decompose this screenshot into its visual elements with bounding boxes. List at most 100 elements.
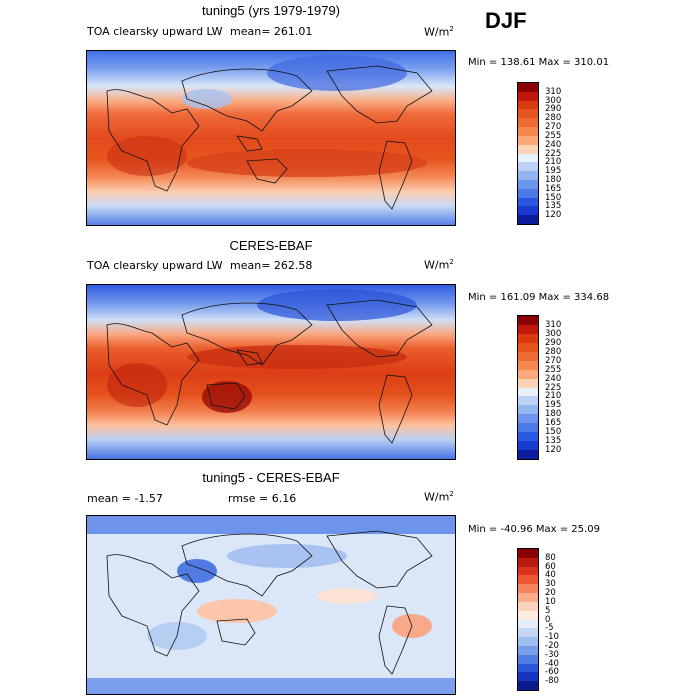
colorbar-tick-label: 290: [545, 104, 562, 115]
colorbar-tick-label: -5: [545, 623, 554, 634]
colorbar-segment: [518, 127, 538, 136]
colorbar-segment: [518, 557, 538, 567]
panel1-map-field: [87, 51, 455, 225]
colorbar-segment: [518, 387, 538, 397]
panel2-title: CERES-EBAF: [229, 238, 313, 253]
colorbar-tick-label: 225: [545, 148, 562, 159]
colorbar-tick-label: 150: [545, 427, 562, 438]
panel1-variable: TOA clearsky upward LW: [87, 25, 223, 38]
colorbar-segment: [518, 83, 538, 92]
colorbar-tick-label: 195: [545, 400, 562, 411]
colorbar-tick-label: 5: [545, 605, 551, 616]
colorbar-segment: [518, 351, 538, 361]
colorbar-tick-label: 40: [545, 570, 556, 581]
colorbar-segment: [518, 396, 538, 406]
colorbar-segment: [518, 171, 538, 180]
colorbar-segment: [518, 610, 538, 620]
colorbar-segment: [518, 672, 538, 682]
colorbar-segment: [518, 153, 538, 163]
colorbar-tick-label: -20: [545, 640, 559, 651]
colorbar-tick-label: 310: [545, 319, 562, 330]
colorbar-tick-label: -60: [545, 667, 559, 678]
panel1-colorbar: [517, 82, 539, 225]
colorbar-segment: [518, 441, 538, 451]
colorbar-tick-label: 255: [545, 130, 562, 141]
colorbar-segment: [518, 663, 538, 673]
colorbar-segment: [518, 619, 538, 629]
panel3-units: W/m2: [424, 490, 454, 504]
panel1-minmax: Min = 138.61 Max = 310.01: [468, 57, 610, 68]
colorbar-segment: [518, 369, 538, 379]
colorbar-segment: [518, 681, 538, 690]
colorbar-tick-label: 180: [545, 174, 562, 185]
colorbar-tick-label: 150: [545, 192, 562, 203]
panel3-mean: mean = -1.57: [87, 492, 163, 505]
panel3-rmse: rmse = 6.16: [228, 492, 297, 505]
colorbar-tick-label: 120: [545, 445, 562, 456]
panel1-mean: mean= 261.01: [230, 25, 313, 38]
colorbar-tick-label: 195: [545, 166, 562, 177]
colorbar-segment: [518, 179, 538, 189]
colorbar-segment: [518, 333, 538, 343]
panel2-map-field: [87, 285, 455, 459]
colorbar-tick-label: -30: [545, 649, 559, 660]
colorbar-tick-label: 120: [545, 210, 562, 221]
colorbar-tick-label: 240: [545, 139, 562, 150]
colorbar-tick-label: 255: [545, 364, 562, 375]
colorbar-tick-label: 135: [545, 201, 562, 212]
panel3-title: tuning5 - CERES-EBAF: [202, 470, 340, 485]
colorbar-segment: [518, 584, 538, 594]
colorbar-tick-label: 310: [545, 86, 562, 97]
panel3-map-field: [87, 516, 455, 694]
colorbar-segment: [518, 118, 538, 128]
colorbar-tick-label: 180: [545, 409, 562, 420]
colorbar-tick-label: 240: [545, 373, 562, 384]
colorbar-segment: [518, 566, 538, 576]
colorbar-tick-label: 135: [545, 436, 562, 447]
colorbar-tick-label: 165: [545, 183, 562, 194]
colorbar-segment: [518, 378, 538, 388]
colorbar-tick-label: 60: [545, 561, 556, 572]
colorbar-segment: [518, 432, 538, 442]
colorbar-segment: [518, 342, 538, 352]
panel1-title: tuning5 (yrs 1979-1979): [201, 3, 341, 18]
colorbar-tick-label: 165: [545, 418, 562, 429]
colorbar-segment: [518, 450, 538, 459]
colorbar-tick-label: 300: [545, 95, 562, 106]
colorbar-tick-label: 290: [545, 337, 562, 348]
colorbar-segment: [518, 414, 538, 424]
colorbar-tick-label: 280: [545, 346, 562, 357]
panel2-mean: mean= 262.58: [230, 259, 313, 272]
colorbar-tick-label: 20: [545, 588, 556, 599]
colorbar-segment: [518, 593, 538, 602]
colorbar-tick-label: -40: [545, 658, 559, 669]
colorbar-segment: [518, 144, 538, 154]
panel2-colorbar: [517, 315, 539, 460]
colorbar-tick-label: 300: [545, 328, 562, 339]
colorbar-tick-label: 270: [545, 122, 562, 133]
colorbar-tick-label: 280: [545, 113, 562, 124]
colorbar-segment: [518, 637, 538, 646]
panel3-colorbar: [517, 548, 539, 691]
colorbar-tick-label: -80: [545, 676, 559, 687]
panel2-variable: TOA clearsky upward LW: [87, 259, 223, 272]
colorbar-segment: [518, 135, 538, 145]
panel2-minmax: Min = 161.09 Max = 334.68: [468, 292, 610, 303]
season-label: DJF: [485, 8, 527, 33]
colorbar-segment: [518, 654, 538, 664]
colorbar-tick-label: 225: [545, 382, 562, 393]
colorbar-segment: [518, 645, 538, 655]
colorbar-tick-label: 80: [545, 552, 556, 563]
colorbar-segment: [518, 549, 538, 558]
colorbar-tick-label: 270: [545, 355, 562, 366]
colorbar-segment: [518, 628, 538, 638]
colorbar-segment: [518, 316, 538, 325]
colorbar-segment: [518, 188, 538, 198]
colorbar-tick-label: 0: [545, 614, 551, 625]
colorbar-segment: [518, 324, 538, 334]
panel2-units: W/m2: [424, 258, 454, 272]
colorbar-segment: [518, 360, 538, 370]
colorbar-segment: [518, 197, 538, 207]
colorbar-segment: [518, 575, 538, 585]
colorbar-segment: [518, 162, 538, 172]
